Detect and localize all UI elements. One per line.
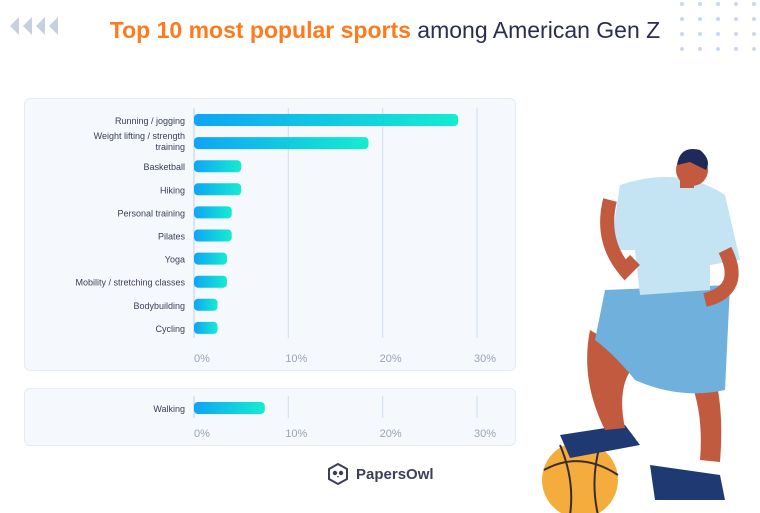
category-label: Weight lifting / strength training [94,131,185,152]
x-tick-label: 0% [194,353,210,365]
x-tick-label: 0% [194,428,210,440]
bar [194,137,369,150]
papersowl-logo: PapersOwl [326,462,434,486]
back-arrows-decoration [10,17,58,35]
category-label: Personal training [117,208,185,218]
category-label: Walking [153,404,185,414]
x-tick-label: 20% [380,353,402,365]
title-rest: among American Gen Z [410,17,661,43]
walking-chart: 0% 10% 20% 30% Walking [153,396,496,440]
category-label: Basketball [143,162,185,172]
bar [194,183,242,196]
x-tick-label: 10% [285,428,307,440]
category-label: Bodybuilding [133,301,185,311]
x-tick-label: 30% [474,353,496,365]
category-label: Cycling [155,324,185,334]
owl-icon [328,462,348,486]
x-tick-label: 20% [380,428,402,440]
x-tick-label: 30% [474,428,496,440]
title-highlight: Top 10 most popular sports [109,17,411,43]
brand-name: PapersOwl [356,465,434,483]
soccer-player-illustration [542,149,740,513]
bar [194,252,228,265]
bar [194,321,218,334]
bar [194,114,459,126]
category-label: Running / jogging [115,116,185,126]
x-tick-label: 10% [285,353,307,365]
chart-title: Top 10 most popular sports among America… [90,14,680,46]
bar [194,298,218,311]
category-label: Pilates [158,232,186,242]
walking-chart-panel: 0% 10% 20% 30% Walking [24,388,516,446]
bar [194,229,232,242]
main-chart: 0% 10% 20% 30% Running / jogging Weight lifti… [75,108,496,365]
bar [194,275,228,288]
bar [194,402,265,414]
bar [194,206,232,219]
category-label: Hiking [160,185,185,195]
dot-grid-decoration [680,2,756,51]
category-label: Yoga [165,255,185,265]
bar [194,160,242,173]
main-chart-panel: 0% 10% 20% 30% Running / jogging Weight lifti… [24,98,516,371]
category-label: Mobility / stretching classes [75,278,185,288]
